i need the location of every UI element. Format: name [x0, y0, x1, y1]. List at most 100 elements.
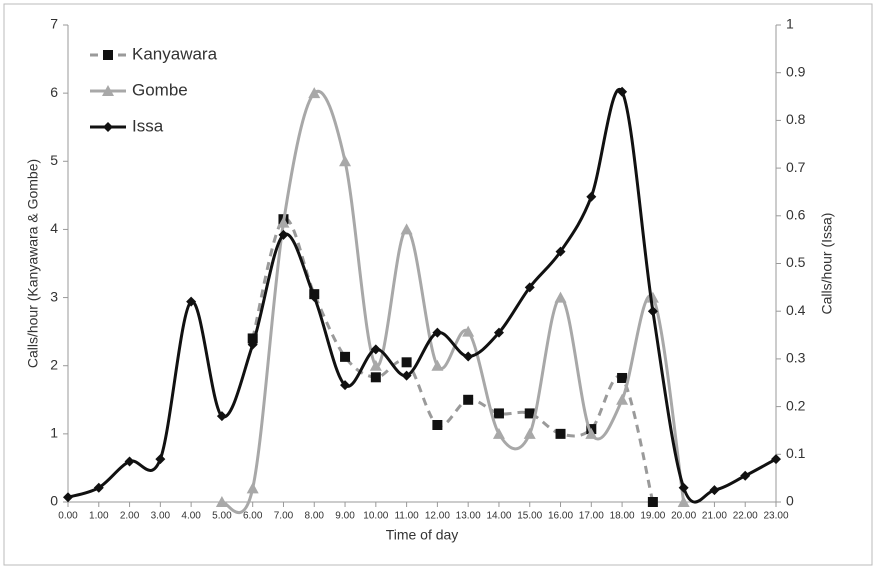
y2-tick-label: 0.1	[786, 445, 806, 461]
data-point	[309, 291, 320, 302]
data-point	[431, 359, 444, 371]
x-tick-label: 15.00	[517, 511, 542, 522]
data-point	[463, 351, 474, 362]
x-tick-label: 21.00	[702, 511, 727, 522]
x-tick-label: 7.00	[274, 511, 294, 522]
data-point	[771, 454, 781, 465]
x-tick-label: 17.00	[579, 511, 604, 522]
data-point	[308, 87, 321, 99]
data-point	[340, 351, 351, 362]
x-tick-label: 12.00	[425, 511, 450, 522]
legend-label: Kanyawara	[132, 44, 218, 63]
data-point	[647, 497, 658, 507]
x-tick-label: 20.00	[671, 511, 696, 522]
data-point	[401, 357, 412, 368]
data-point	[616, 393, 629, 405]
x-axis-title: Time of day	[386, 527, 459, 543]
data-point	[463, 394, 474, 405]
x-tick-label: 14.00	[486, 511, 511, 522]
data-point	[370, 344, 381, 355]
data-point	[432, 419, 443, 430]
legend-label: Gombe	[132, 80, 188, 99]
data-point	[247, 333, 258, 344]
y2-tick-label: 0.3	[786, 350, 806, 366]
x-tick-label: 5.00	[212, 511, 232, 522]
data-point	[740, 470, 751, 481]
y2-tick-label: 0.4	[786, 302, 806, 318]
y-tick-label: 6	[50, 84, 58, 100]
y2-tick-label: 0.5	[786, 254, 806, 270]
x-tick-label: 16.00	[548, 511, 573, 522]
x-tick-label: 22.00	[733, 511, 758, 522]
data-point	[493, 408, 504, 419]
x-tick-label: 6.00	[243, 511, 263, 522]
data-point	[678, 482, 689, 493]
y-tick-label: 2	[50, 356, 58, 372]
data-point	[647, 306, 658, 317]
data-point	[246, 482, 259, 494]
y2-tick-label: 0	[786, 493, 794, 509]
y2-axis-title: Calls/hour (Issa)	[819, 213, 835, 315]
x-tick-label: 3.00	[151, 511, 171, 522]
data-point	[586, 191, 597, 202]
x-tick-label: 8.00	[305, 511, 325, 522]
data-point	[617, 86, 628, 97]
data-point	[677, 496, 690, 507]
data-point	[216, 411, 227, 422]
data-point	[523, 427, 536, 439]
y-tick-label: 0	[50, 493, 58, 509]
x-tick-label: 19.00	[640, 511, 665, 522]
data-point	[155, 454, 166, 465]
legend-marker	[103, 50, 113, 60]
data-point	[585, 427, 598, 439]
y2-tick-label: 0.2	[786, 397, 806, 413]
data-point	[524, 282, 535, 293]
x-tick-label: 9.00	[335, 511, 355, 522]
data-point	[340, 380, 351, 391]
x-tick-label: 1.00	[89, 511, 109, 522]
data-point	[493, 327, 504, 338]
data-point	[124, 456, 135, 467]
data-point	[462, 325, 475, 337]
y2-tick-label: 0.9	[786, 63, 806, 79]
y-axis-title: Calls/hour (Kanyawara & Gombe)	[25, 159, 41, 368]
x-tick-label: 18.00	[610, 511, 635, 522]
y-tick-label: 7	[50, 16, 58, 32]
data-point	[369, 359, 382, 371]
data-point	[400, 223, 413, 235]
x-tick-label: 23.00	[763, 511, 788, 522]
x-tick-label: 13.00	[456, 511, 481, 522]
data-point	[432, 327, 443, 338]
y-tick-label: 1	[50, 425, 58, 441]
data-point	[247, 339, 258, 350]
legend-marker	[102, 85, 114, 96]
legend-label: Issa	[132, 116, 164, 135]
x-tick-label: 10.00	[363, 511, 388, 522]
x-tick-label: 0.00	[58, 511, 78, 522]
y2-tick-label: 0.7	[786, 159, 806, 175]
data-point	[709, 485, 720, 496]
y2-tick-label: 0.8	[786, 111, 806, 127]
data-point	[339, 155, 352, 167]
data-point	[63, 492, 73, 503]
y-tick-label: 5	[50, 152, 58, 168]
y-tick-label: 4	[50, 220, 58, 236]
legend-marker	[103, 122, 113, 132]
x-tick-label: 2.00	[120, 511, 140, 522]
data-point	[492, 427, 505, 439]
data-point	[370, 372, 381, 383]
y2-tick-label: 0.6	[786, 207, 806, 223]
data-point	[215, 496, 228, 507]
y2-tick-label: 1	[786, 16, 794, 32]
x-tick-label: 11.00	[394, 511, 419, 522]
data-point	[554, 291, 567, 303]
data-point	[278, 229, 289, 240]
data-point	[555, 428, 566, 439]
data-point	[617, 372, 628, 383]
data-point	[401, 370, 412, 381]
x-tick-label: 4.00	[181, 511, 201, 522]
data-point	[524, 408, 535, 419]
data-point	[93, 482, 104, 493]
y-tick-label: 3	[50, 288, 58, 304]
